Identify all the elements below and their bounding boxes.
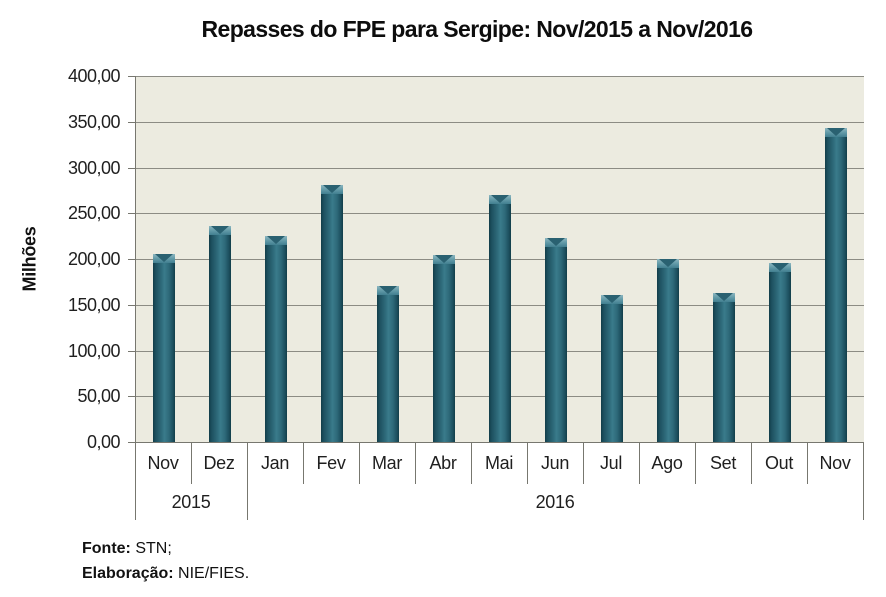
y-tick-mark [128, 259, 135, 260]
axis-separator [359, 442, 360, 484]
bar [153, 254, 175, 442]
x-tick-label: Out [764, 452, 794, 473]
elaboracao-line: Elaboração: NIE/FIES. [82, 561, 249, 586]
bar-cap [153, 254, 175, 264]
gridline [136, 76, 864, 77]
y-tick-label: 100,00 [67, 340, 121, 361]
y-tick-mark [128, 442, 135, 443]
bar [209, 226, 231, 442]
axis-separator [695, 442, 696, 484]
bar-cap [657, 259, 679, 268]
bar [377, 285, 399, 442]
bar [713, 292, 735, 442]
y-tick-mark [128, 167, 135, 169]
bar-cap [433, 255, 455, 265]
axis-separator [527, 442, 528, 484]
axis-separator [247, 442, 248, 520]
bar-cap [209, 226, 231, 236]
chart-title: Repasses do FPE para Sergipe: Nov/2015 a… [201, 16, 754, 42]
x-tick-label: Mai [484, 452, 514, 473]
year-group-label: 2015 [171, 491, 211, 512]
bar-cap [489, 194, 511, 204]
bar-cap [825, 128, 847, 138]
y-tick-mark [128, 350, 135, 352]
x-tick-label: Mar [371, 452, 403, 473]
elaboracao-label: Elaboração: [82, 565, 174, 582]
y-tick-mark [128, 76, 135, 77]
gridline [136, 121, 864, 123]
x-axis: Nov Dez Jan Fev Mar Abr Mai Jun Jul Ago Set Out Nov 2… [135, 442, 864, 522]
y-tick-label: 350,00 [67, 111, 121, 132]
gridline [136, 167, 864, 169]
plot-area [135, 76, 864, 443]
source-note: Fonte: STN; Elaboração: NIE/FIES. [82, 536, 249, 586]
y-tick-label: 200,00 [67, 249, 121, 269]
bar-cap [321, 184, 343, 194]
axis-separator [863, 442, 864, 520]
bar-cap [265, 236, 287, 246]
bar [265, 236, 287, 442]
axis-separator [639, 442, 640, 484]
x-tick-label: Abr [429, 452, 457, 473]
axis-separator [135, 442, 136, 520]
year-group-label: 2016 [535, 491, 575, 512]
bar-cap [545, 237, 567, 247]
axis-separator [807, 442, 808, 484]
axis-separator [751, 442, 752, 484]
y-tick-mark [128, 396, 135, 398]
bar [825, 128, 847, 442]
axis-separator [303, 442, 304, 484]
y-tick-mark [128, 121, 135, 123]
x-tick-label: Ago [651, 452, 683, 473]
bar-cap [769, 262, 791, 272]
bar [545, 237, 567, 442]
axis-separator [583, 442, 584, 484]
fonte-label: Fonte: [82, 540, 131, 557]
fonte-line: Fonte: STN; [82, 536, 249, 561]
bar [601, 294, 623, 442]
y-tick-label: 400,00 [67, 66, 121, 86]
bar [433, 255, 455, 442]
y-tick-label: 300,00 [67, 157, 121, 178]
x-tick-label: Set [709, 452, 737, 473]
axis-separator [415, 442, 416, 484]
bar [657, 259, 679, 442]
x-tick-label: Nov [819, 452, 851, 473]
x-tick-label: Nov [147, 452, 179, 473]
bar-cap [377, 285, 399, 295]
x-tick-label: Fev [316, 452, 346, 473]
y-tick-label: 0,00 [86, 432, 121, 452]
y-tick-mark [128, 304, 135, 306]
x-tick-label: Jun [540, 452, 570, 473]
axis-separator [471, 442, 472, 484]
x-tick-label: Jul [599, 452, 623, 473]
axis-separator [191, 442, 192, 484]
bar-cap [713, 292, 735, 302]
elaboracao-value: NIE/FIES. [178, 565, 250, 582]
x-tick-label: Dez [203, 452, 235, 473]
y-tick-label: 150,00 [67, 294, 121, 315]
bar [769, 262, 791, 442]
bar [489, 194, 511, 442]
bar-cap [601, 294, 623, 304]
x-tick-label: Jan [260, 452, 290, 473]
y-tick-label: 250,00 [67, 203, 121, 224]
fonte-value: STN; [135, 540, 172, 557]
bar [321, 184, 343, 442]
y-tick-mark [128, 213, 135, 215]
y-tick-label: 50,00 [77, 386, 120, 407]
